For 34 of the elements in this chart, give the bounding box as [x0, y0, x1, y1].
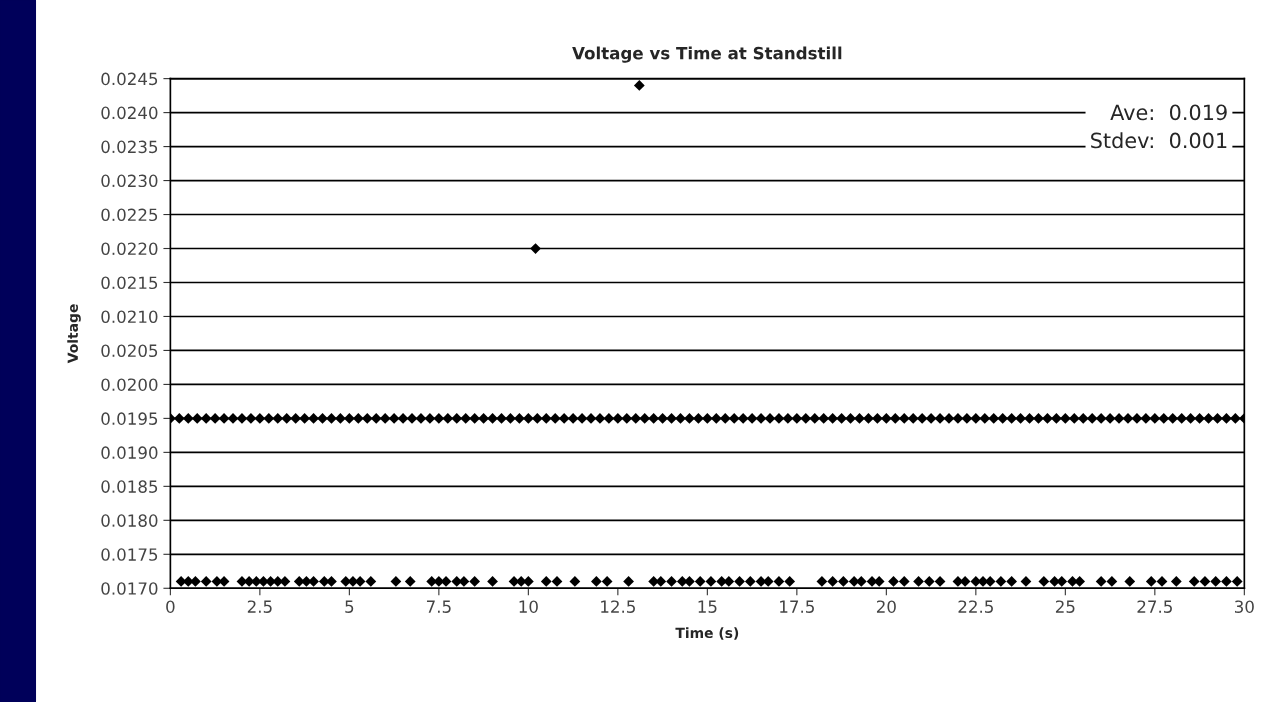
- chart-title: Voltage vs Time at Standstill: [572, 46, 842, 63]
- y-tick-label: 0.0230: [101, 174, 158, 188]
- x-tick-label: 20: [876, 600, 896, 613]
- y-tick-label: 0.0210: [101, 310, 158, 324]
- y-axis-title: Voltage: [67, 304, 81, 364]
- y-tick-label: 0.0205: [101, 344, 158, 358]
- y-tick-label: 0.0240: [101, 106, 158, 120]
- x-axis-title: Time (s): [675, 627, 739, 640]
- annotation: Stdev: 0.001: [1091, 132, 1227, 149]
- y-tick-label: 0.0245: [101, 72, 158, 86]
- y-tick-label: 0.0235: [101, 140, 158, 154]
- y-tick-label: 0.0200: [101, 378, 158, 391]
- y-tick-label: 0.0190: [101, 446, 158, 459]
- y-tick-label: 0.0225: [101, 208, 158, 222]
- y-tick-label: 0.0220: [101, 242, 158, 256]
- x-tick-label: 15: [698, 600, 717, 613]
- x-tick-label: 0: [166, 600, 175, 613]
- y-tick-label: 0.0180: [101, 514, 158, 527]
- x-tick-label: 5: [345, 600, 354, 613]
- y-tick-label: 0.0175: [101, 548, 158, 561]
- x-tick-label: 12.5: [601, 600, 635, 613]
- y-tick-label: 0.0170: [101, 582, 158, 595]
- x-tick-label: 27.5: [1137, 600, 1172, 613]
- x-tick-label: 17.5: [780, 600, 814, 613]
- y-tick-label: 0.0195: [101, 412, 158, 425]
- x-tick-label: 22.5: [958, 600, 993, 613]
- y-tick-label: 0.0185: [101, 480, 158, 493]
- x-tick-label: 25: [1055, 600, 1075, 613]
- x-tick-label: 7.5: [426, 600, 451, 613]
- x-tick-label: 10: [519, 600, 538, 613]
- y-tick-label: 0.0215: [101, 276, 158, 290]
- x-tick-label: 2.5: [247, 600, 272, 613]
- annotation: Ave: 0.019: [1110, 104, 1227, 121]
- x-tick-label: 30: [1235, 600, 1254, 613]
